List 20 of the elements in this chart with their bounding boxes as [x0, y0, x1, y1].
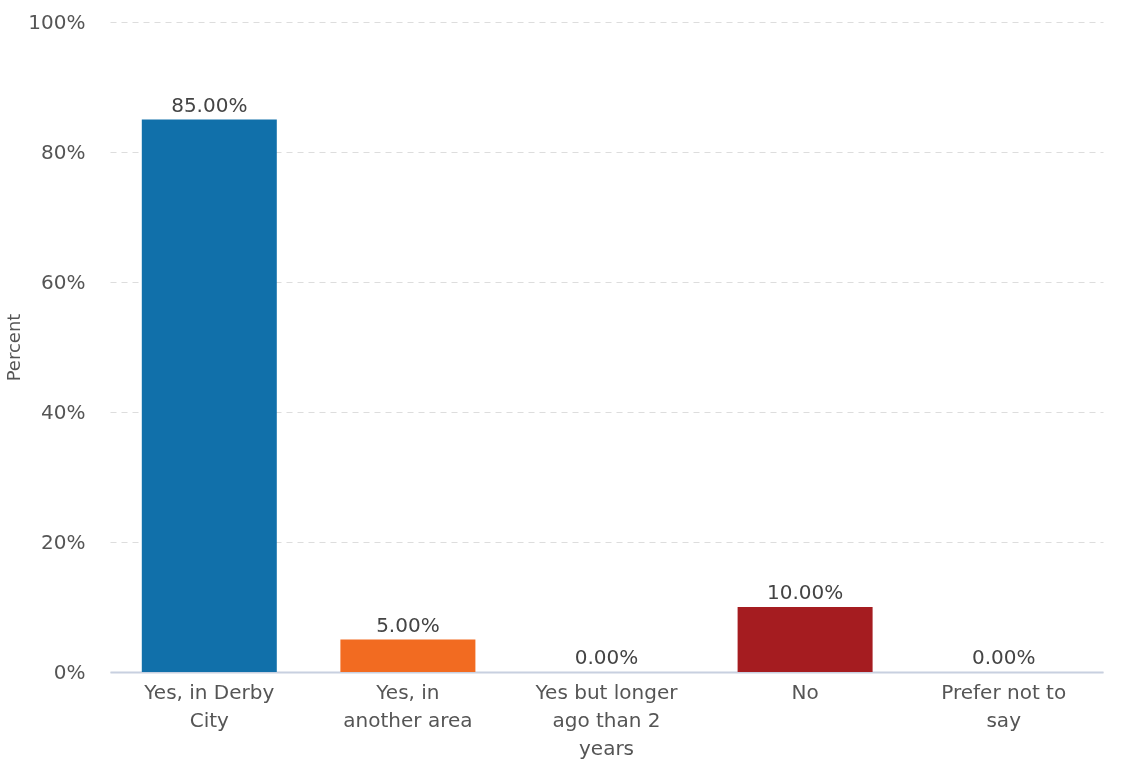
x-tick-label: Prefer not to say	[941, 679, 1067, 732]
y-axis-title: Percent	[3, 313, 25, 382]
bar	[141, 119, 277, 672]
y-tick-label: 100%	[28, 9, 86, 34]
data-label: 0.00%	[971, 645, 1036, 669]
y-tick-label: 0%	[53, 659, 86, 684]
data-label: 0.00%	[574, 645, 639, 669]
data-label: 85.00%	[171, 92, 248, 117]
bar	[340, 639, 476, 672]
y-tick-label: 20%	[41, 529, 86, 554]
y-tick-label: 60%	[41, 269, 86, 294]
x-tick-label: Yes, in Derby City	[143, 679, 275, 732]
y-tick-label: 40%	[41, 399, 86, 424]
x-tick-label: Yes, in another area	[343, 679, 473, 732]
x-tick-label: Yes but longer ago than 2 years	[534, 679, 679, 760]
data-label: 5.00%	[376, 612, 440, 637]
y-tick-label: 80%	[41, 139, 86, 164]
bar	[737, 607, 873, 672]
data-label: 10.00%	[766, 580, 844, 604]
x-tick-label: No	[791, 679, 819, 704]
